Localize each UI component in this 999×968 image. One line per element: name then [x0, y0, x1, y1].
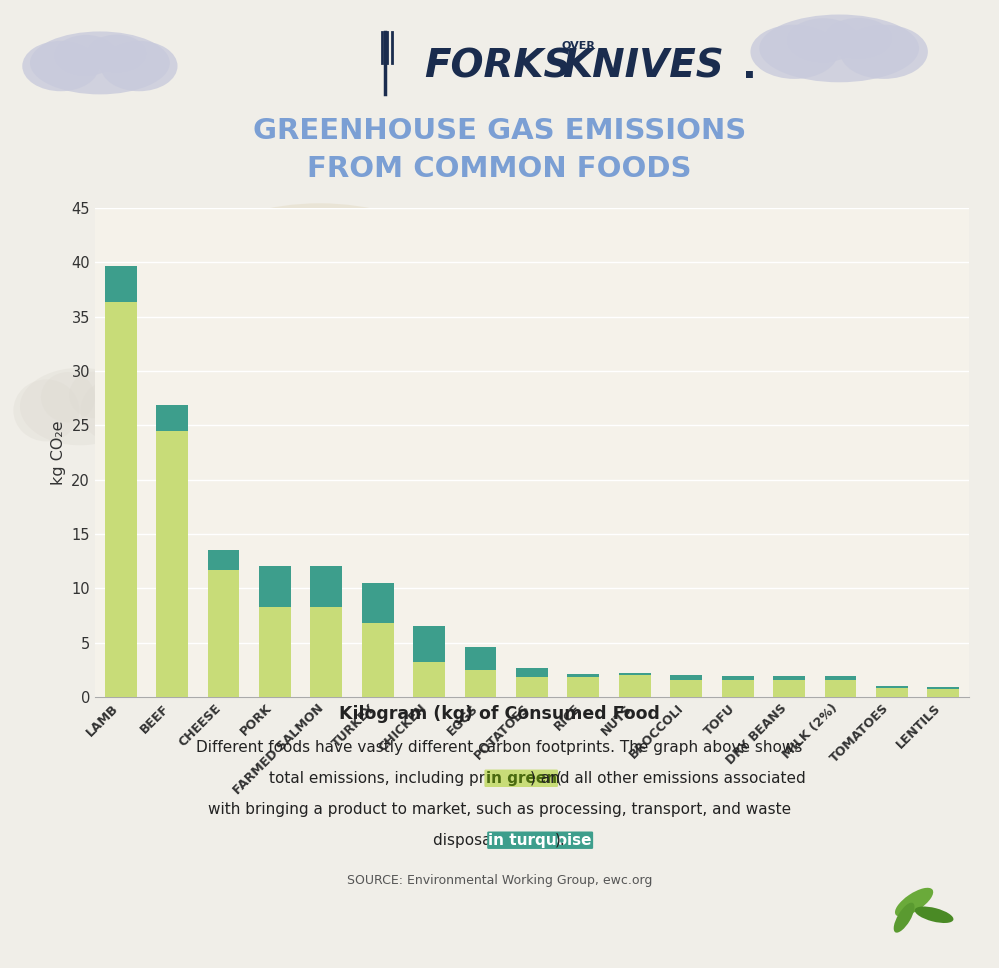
Text: ) and all other emissions associated: ) and all other emissions associated	[530, 771, 806, 786]
Text: SOURCE: Environmental Working Group, ewc.org: SOURCE: Environmental Working Group, ewc…	[347, 874, 652, 888]
Bar	[362, 583, 394, 623]
Bar	[567, 674, 599, 678]
Bar	[824, 680, 856, 697]
Bar	[259, 565, 291, 607]
Text: KNIVES: KNIVES	[561, 47, 723, 86]
Text: FORKS: FORKS	[425, 47, 572, 86]
Y-axis label: kg CO₂e: kg CO₂e	[51, 420, 66, 485]
Bar	[414, 662, 446, 697]
Bar	[927, 689, 959, 697]
Bar	[773, 677, 805, 680]
Bar	[618, 673, 650, 676]
Bar	[516, 668, 547, 678]
Bar	[414, 626, 446, 662]
Bar	[362, 623, 394, 697]
Bar	[465, 647, 497, 670]
Text: disposal (: disposal (	[433, 832, 506, 848]
Text: with bringing a product to market, such as processing, transport, and waste: with bringing a product to market, such …	[208, 802, 791, 817]
Bar	[721, 677, 753, 680]
Text: GREENHOUSE GAS EMISSIONS
FROM COMMON FOODS: GREENHOUSE GAS EMISSIONS FROM COMMON FOO…	[253, 117, 746, 183]
Text: ).: ).	[555, 832, 565, 848]
Bar	[465, 670, 497, 697]
Bar	[105, 265, 137, 302]
Bar	[567, 678, 599, 697]
Bar	[927, 687, 959, 689]
Text: Different foods have vastly different carbon footprints. The graph above shows: Different foods have vastly different ca…	[197, 740, 802, 755]
Text: total emissions, including production (: total emissions, including production (	[270, 771, 562, 786]
Text: Kilogram (kg) of Consumed Food: Kilogram (kg) of Consumed Food	[339, 706, 660, 723]
Bar	[721, 680, 753, 697]
Bar	[208, 550, 240, 570]
Bar	[208, 570, 240, 697]
Text: in green: in green	[486, 771, 556, 786]
Text: .: .	[741, 47, 756, 86]
Bar	[670, 680, 702, 697]
Bar	[311, 565, 343, 607]
Text: in turquoise: in turquoise	[489, 832, 592, 848]
Bar	[824, 677, 856, 680]
Bar	[773, 680, 805, 697]
Bar	[105, 302, 137, 697]
Bar	[311, 607, 343, 697]
Ellipse shape	[895, 888, 933, 917]
Text: OVER: OVER	[561, 41, 595, 51]
Bar	[876, 686, 908, 688]
Bar	[618, 676, 650, 697]
Bar	[156, 431, 188, 697]
Ellipse shape	[915, 906, 953, 923]
Bar	[876, 688, 908, 697]
Bar	[156, 405, 188, 431]
Bar	[259, 607, 291, 697]
Bar	[670, 676, 702, 680]
Ellipse shape	[894, 902, 914, 933]
Bar	[516, 678, 547, 697]
